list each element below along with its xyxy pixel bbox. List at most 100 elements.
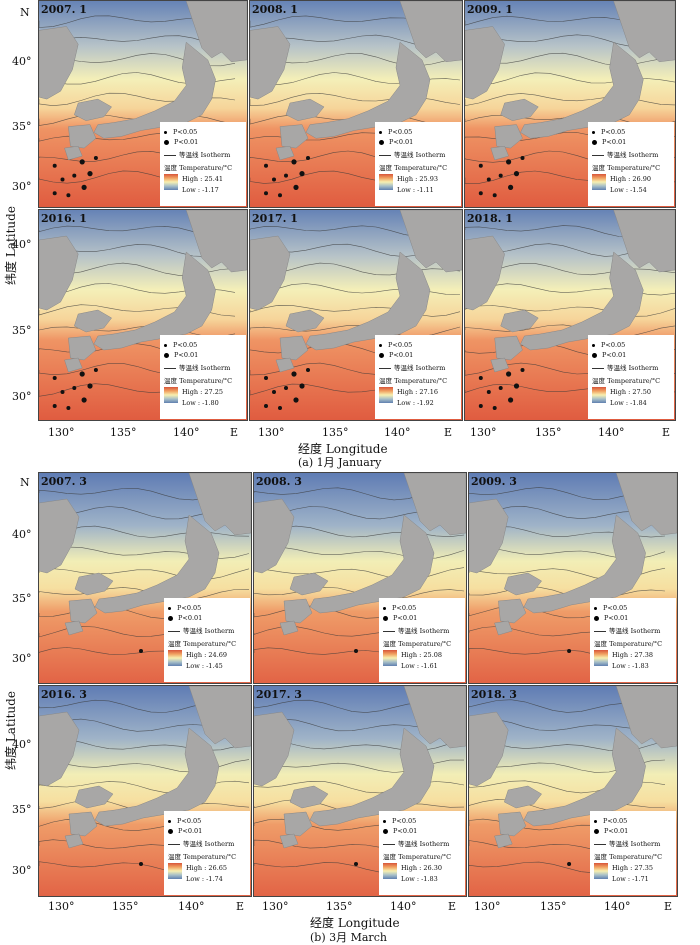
panel-label: 2007. 1 — [41, 3, 87, 16]
legend-high: High : 25.41 — [182, 175, 224, 183]
panel-label: 2009. 3 — [471, 475, 517, 488]
significance-dot — [299, 171, 305, 177]
significance-dot — [60, 177, 65, 182]
significance-dot — [478, 404, 483, 408]
legend-isotherm: 等温线 Isotherm — [592, 149, 658, 159]
significance-dot — [478, 163, 483, 168]
significance-dot — [81, 184, 87, 190]
lat-tick-35-a1: 35° — [12, 120, 32, 133]
land-mass — [185, 210, 247, 273]
legend-temperature: 温度 Temperature/°C — [164, 377, 233, 385]
legend-high: High : 26.65 — [186, 864, 228, 872]
map-panel-2007-mar: 2007. 3 P<0.05 P<0.01 等温线 Isotherm 温度 Temper… — [38, 472, 252, 684]
map-legend: P<0.05 P<0.01 等温线 Isotherm 温度 Temperature/°… — [588, 122, 674, 206]
land-mass — [39, 498, 80, 574]
land-mass — [93, 41, 216, 139]
significance-dot — [508, 184, 514, 190]
legend-high: High : 27.25 — [182, 388, 224, 396]
land-mass — [68, 598, 98, 624]
lon-tick-135-a: 135° — [110, 426, 137, 439]
legend-p01: P<0.01 — [164, 138, 198, 146]
land-mass — [613, 1, 675, 63]
land-mass — [494, 620, 513, 636]
significance-dot — [278, 193, 282, 198]
land-mass — [503, 572, 542, 596]
legend-temperature: 温度 Temperature/°C — [594, 640, 663, 648]
lat-tick-35-a2: 35° — [12, 324, 32, 337]
land-mass — [283, 811, 313, 837]
land-mass — [503, 785, 542, 809]
panel-label: 2008. 3 — [256, 475, 302, 488]
significance-dot — [139, 649, 143, 653]
legend-temperature: 温度 Temperature/°C — [383, 640, 452, 648]
map-panel-2007-jan: 2007. 1 P<0.05 P<0.01 等温线 Isotherm 温度 Temper… — [38, 0, 248, 208]
land-mass — [39, 711, 80, 787]
east-label-b3: E — [664, 900, 673, 913]
isotherm-line — [469, 586, 666, 600]
temperature-color-ramp — [592, 174, 606, 190]
land-mass — [275, 145, 295, 161]
temperature-color-ramp — [383, 863, 397, 879]
significance-dot — [306, 368, 310, 372]
temperature-color-ramp — [164, 387, 178, 403]
panel-label: 2016. 3 — [41, 688, 87, 701]
significance-dot — [513, 171, 520, 177]
temperature-color-ramp — [168, 650, 182, 666]
significance-dot — [93, 368, 98, 372]
east-label-b2: E — [448, 900, 457, 913]
land-mass — [494, 833, 513, 849]
panel-label: 2016. 1 — [41, 212, 87, 225]
land-mass — [64, 833, 84, 849]
legend-p01: P<0.01 — [383, 614, 417, 622]
map-legend: P<0.05 P<0.01 等温线 Isotherm 温度 Temperature/°… — [379, 811, 465, 895]
land-mass — [64, 145, 83, 161]
significance-dot — [52, 191, 57, 196]
isotherm-line — [465, 324, 675, 338]
significance-dot — [498, 386, 503, 390]
land-mass — [188, 686, 251, 749]
temperature-color-ramp — [168, 863, 182, 879]
lat-tick-35-b2: 35° — [12, 803, 32, 816]
legend-high: High : 25.08 — [401, 651, 443, 659]
legend-p01: P<0.01 — [168, 614, 202, 622]
significance-dot — [79, 371, 85, 377]
legend-isotherm: 等温线 Isotherm — [594, 625, 660, 635]
land-mass — [250, 235, 291, 311]
land-mass — [279, 833, 299, 849]
land-mass — [523, 727, 646, 827]
significance-dot — [52, 376, 57, 380]
land-mass — [279, 620, 299, 636]
legend-isotherm: 等温线 Isotherm — [379, 149, 445, 159]
lon-tick-140-b2: 140° — [390, 900, 417, 913]
land-mass — [399, 210, 462, 273]
legend-isotherm: 等温线 Isotherm — [383, 838, 449, 848]
significance-dot — [520, 156, 525, 160]
significance-dot — [567, 862, 572, 866]
significance-dot — [87, 171, 93, 177]
lat-tick-30-b1: 30° — [12, 652, 32, 665]
sst-map — [469, 473, 677, 683]
significance-dot — [299, 383, 305, 389]
land-mass — [68, 124, 97, 149]
land-mass — [185, 1, 247, 63]
significance-dot — [508, 397, 514, 403]
temperature-color-ramp — [383, 650, 397, 666]
significance-dot — [72, 386, 77, 390]
legend-isotherm: 等温线 Isotherm — [164, 362, 230, 372]
land-mass — [94, 514, 220, 614]
map-legend: P<0.05 P<0.01 等温线 Isotherm 温度 Temperature/°… — [590, 811, 676, 895]
land-mass — [279, 335, 309, 361]
legend-high: High : 24.69 — [186, 651, 228, 659]
longitude-axis-label-a: 经度 Longitude — [298, 442, 388, 456]
legend-temperature: 温度 Temperature/°C — [383, 853, 452, 861]
lon-tick-135-b: 135° — [112, 900, 139, 913]
legend-isotherm: 等温线 Isotherm — [168, 625, 234, 635]
significance-dot — [478, 191, 483, 196]
lon-tick-140-a2: 140° — [384, 426, 411, 439]
temperature-color-ramp — [164, 174, 178, 190]
legend-temperature: 温度 Temperature/°C — [594, 853, 663, 861]
legend-p01: P<0.01 — [379, 138, 413, 146]
lat-tick-30-a1: 30° — [12, 180, 32, 193]
land-mass — [188, 473, 251, 536]
land-mass — [498, 811, 527, 837]
